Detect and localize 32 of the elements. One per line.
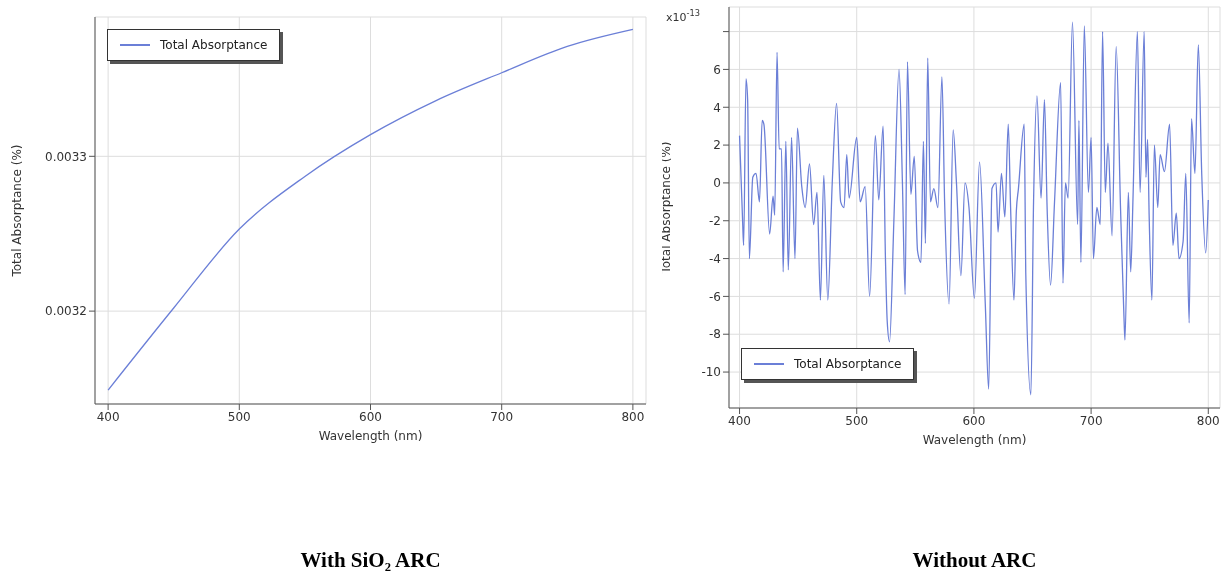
y-tick-label: -8	[709, 327, 721, 342]
y-tick-label: -6	[709, 289, 721, 304]
y-tick-label: 6	[713, 62, 721, 77]
x-tick-label: 600	[359, 409, 382, 424]
legend-label: Total Absorptance	[794, 357, 902, 371]
x-tick-label: 800	[1196, 413, 1220, 428]
legend-label: Total Absorptance	[160, 38, 268, 52]
y-tick-label: 0	[713, 176, 721, 191]
x-tick-label: 700	[490, 409, 514, 424]
x-tick-label: 700	[1079, 413, 1103, 428]
y-tick-label: 4	[713, 100, 721, 115]
y-tick-label: 2	[713, 138, 721, 153]
line-series	[738, 21, 1209, 396]
text: x10$^{-13}$	[666, 8, 700, 24]
text: With SiO₂ ARC	[299, 548, 442, 573]
y-tick-label: 0.0032	[45, 304, 87, 319]
y-tick-label: -10	[701, 365, 721, 380]
y-tick-label: -2	[709, 214, 721, 228]
y-axis-title: Total Absorptance (%)	[10, 144, 25, 278]
x-tick-label: 800	[621, 409, 645, 424]
x-tick-label: 600	[962, 413, 986, 428]
x-tick-label: 500	[845, 413, 869, 428]
y-axis-title: Total Absorptance (%)	[659, 141, 674, 275]
line-series	[107, 28, 634, 391]
x-tick-label: 400	[96, 409, 120, 424]
x-tick-label: 500	[227, 409, 251, 424]
text: Without ARC	[911, 548, 1038, 573]
y-tick-label: 0.0033	[45, 149, 87, 164]
x-axis-title: Wavelength (nm)	[922, 433, 1027, 447]
x-tick-label: 400	[728, 413, 751, 428]
y-tick-label: -4	[709, 251, 721, 266]
x-axis-title: Wavelength (nm)	[318, 429, 423, 443]
